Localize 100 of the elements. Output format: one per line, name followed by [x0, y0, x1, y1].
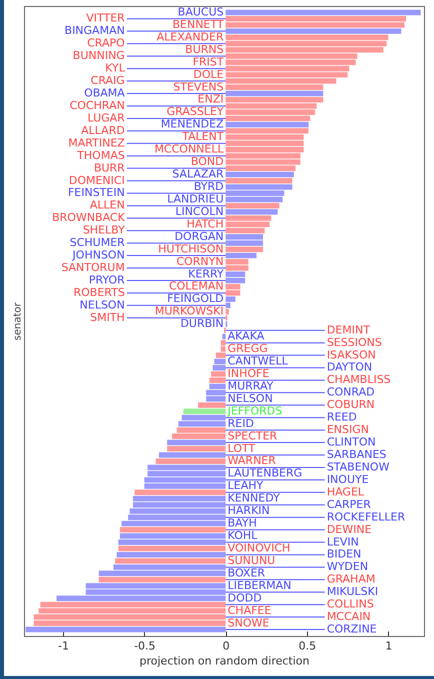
y-tick-label: SCHUMER	[70, 236, 126, 250]
y-tick-label: COLLINS	[326, 598, 374, 611]
y-tick-label: SPECTER	[228, 429, 278, 442]
y-tick-label: PRYOR	[88, 273, 126, 286]
y-tick-label: SANTORUM	[61, 261, 125, 274]
y-tick-label: KERRY	[188, 267, 224, 280]
y-tick-label: INHOFE	[228, 366, 270, 380]
y-tick-label: NELSON	[80, 298, 125, 312]
bar	[226, 252, 257, 258]
bar	[222, 334, 226, 340]
y-tick-label: REED	[326, 410, 357, 424]
y-tick-label: WARNER	[228, 454, 276, 468]
y-tick-label: JOHNSON	[72, 248, 125, 262]
y-tick-label: COLEMAN	[168, 280, 224, 293]
y-tick-label: BAYH	[228, 516, 257, 530]
y-tick-label: COCHRAN	[70, 98, 125, 112]
y-tick-label: KOHL	[228, 529, 258, 542]
y-tick-label: INOUYE	[326, 472, 369, 486]
y-tick-label: MURKOWSKI	[154, 304, 224, 318]
y-tick-label: JEFFORDS	[226, 404, 282, 418]
y-tick-label: DOMENICI	[68, 174, 125, 187]
bar	[226, 10, 421, 16]
y-tick-label: DEWINE	[326, 522, 372, 536]
y-tick-label: MIKULSKI	[326, 585, 378, 598]
y-tick-label: BIDEN	[326, 548, 362, 561]
x-tick-label: -1	[58, 640, 70, 652]
y-tick-label: CLINTON	[326, 436, 376, 449]
y-tick-label: ALLEN	[90, 198, 125, 212]
y-tick-label: BROWNBACK	[52, 211, 126, 224]
bar	[116, 552, 226, 558]
y-tick-label: CARPER	[326, 498, 372, 511]
y-tick-label: CRAPO	[87, 36, 126, 50]
y-tick-label: WYDEN	[326, 560, 368, 574]
y-tick-label: CANTWELL	[228, 354, 289, 368]
y-tick-label: GRASSLEY	[166, 105, 224, 118]
y-tick-label: SUNUNU	[228, 554, 276, 567]
y-tick-label: BURNS	[185, 42, 224, 56]
y-tick-label: CONRAD	[326, 386, 375, 399]
y-tick-label: ISAKSON	[326, 348, 376, 362]
y-tick-label: BENNETT	[172, 18, 224, 31]
y-tick-label: HAGEL	[326, 485, 365, 498]
bar	[156, 458, 226, 464]
y-tick-label: LOTT	[228, 442, 256, 455]
y-tick-label: BOXER	[228, 566, 266, 580]
x-tick-label: 0	[222, 640, 230, 652]
y-tick-label: LUGAR	[88, 111, 126, 124]
y-tick-label: ALLARD	[81, 124, 125, 137]
y-tick-label: STEVENS	[173, 80, 224, 94]
y-tick-label: BAUCUS	[178, 5, 224, 18]
bar	[226, 202, 280, 208]
y-tick-label: THOMAS	[76, 148, 125, 162]
y-tick-label: SARBANES	[326, 448, 386, 462]
y-tick-label: MURRAY	[228, 379, 274, 392]
bar	[226, 172, 294, 178]
y-tick-label: KYL	[105, 62, 126, 75]
y-tick-label: LEVIN	[326, 535, 359, 548]
y-tick-label: LAUTENBERG	[228, 466, 302, 480]
bar	[226, 122, 309, 128]
y-tick-label: LINCOLN	[175, 204, 224, 218]
y-tick-label: ENSIGN	[326, 423, 369, 436]
y-tick-label: VITTER	[86, 12, 126, 25]
y-tick-label: GRAHAM	[326, 572, 376, 586]
y-tick-label: STABENOW	[326, 460, 390, 474]
x-axis-title: projection on random direction	[140, 654, 310, 668]
y-tick-label: BOND	[190, 155, 224, 168]
y-tick-label: LEAHY	[228, 479, 264, 492]
y-tick-label: CORZINE	[326, 622, 377, 636]
bar	[226, 246, 264, 252]
y-tick-label: ALEXANDER	[156, 30, 224, 44]
y-tick-label: NELSON	[228, 392, 273, 405]
y-tick-label: SMITH	[90, 310, 125, 324]
y-tick-label: ROCKEFELLER	[326, 510, 406, 524]
bar	[167, 446, 226, 452]
y-tick-label: BURR	[94, 161, 126, 174]
y-tick-label: BUNNING	[72, 49, 125, 62]
y-tick-label: FRIST	[192, 55, 224, 68]
bar	[226, 209, 278, 215]
y-tick-label: FEINGOLD	[167, 292, 224, 306]
y-tick-label: HARKIN	[228, 504, 270, 518]
y-tick-label: COBURN	[326, 398, 375, 412]
y-tick-label: TALENT	[181, 130, 224, 144]
y-tick-label: MARTINEZ	[68, 136, 126, 150]
y-tick-label: DAYTON	[326, 360, 372, 374]
bar	[118, 546, 226, 552]
bar	[115, 558, 226, 564]
bar	[134, 490, 226, 496]
y-tick-label: FEINSTEIN	[68, 186, 125, 200]
y-tick-label: LANDRIEU	[167, 192, 224, 206]
y-tick-label: BYRD	[194, 180, 224, 193]
y-tick-label: OBAMA	[84, 86, 126, 100]
y-tick-label: DEMINT	[326, 323, 370, 336]
y-tick-label: KENNEDY	[228, 492, 280, 505]
y-tick-label: SESSIONS	[326, 336, 382, 349]
y-tick-label: DOLE	[193, 68, 224, 81]
y-tick-label: SALAZAR	[172, 168, 224, 181]
y-tick-label: SHELBY	[82, 224, 126, 237]
bar	[167, 440, 226, 446]
y-tick-label: CHAFEE	[228, 604, 272, 617]
bar	[226, 178, 292, 184]
y-tick-label: MCCAIN	[326, 610, 371, 624]
